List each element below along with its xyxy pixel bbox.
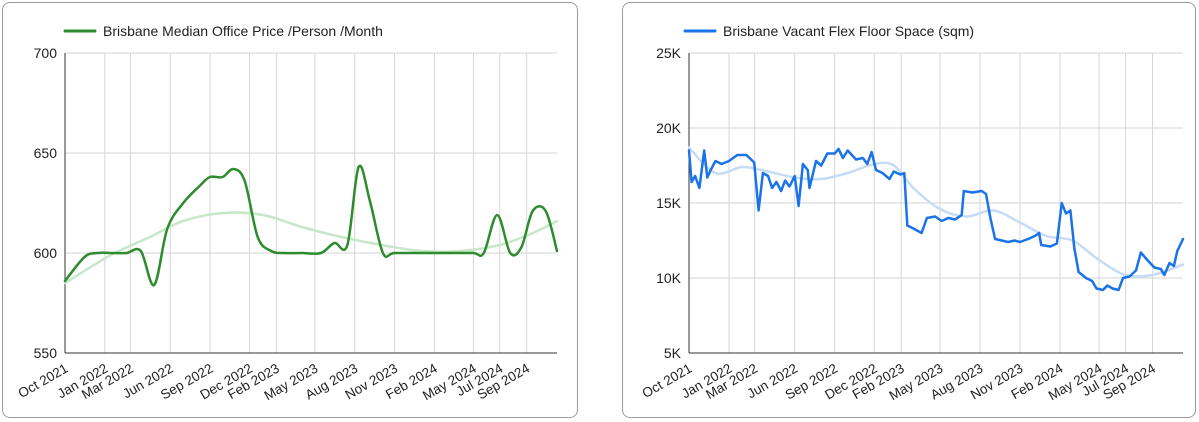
y-tick-label: 700 <box>34 45 58 61</box>
y-tick-label: 550 <box>34 345 58 361</box>
y-tick-label: 25K <box>656 45 682 61</box>
price-series-line <box>63 164 559 287</box>
y-tick-label: 20K <box>656 120 682 136</box>
legend-label: Brisbane Median Office Price /Person /Mo… <box>103 23 383 39</box>
price-chart-card: 700 650 600 550 Oct 2021 Jan 2022 Mar 2022 Jun … <box>2 2 578 418</box>
legend-label: Brisbane Vacant Flex Floor Space (sqm) <box>723 23 974 39</box>
space-series-line <box>687 147 1185 292</box>
y-tick-label: 10K <box>656 270 682 286</box>
space-trend-line <box>687 146 1185 278</box>
y-tick-label: 600 <box>34 245 58 261</box>
price-trend-line <box>63 211 559 285</box>
floor-space-chart-card: 25K 20K 15K 10K 5K Oct 2021 Jan 2022 Mar 2022 Ju… <box>622 2 1196 418</box>
y-tick-label: 650 <box>34 145 58 161</box>
y-tick-label: 5K <box>664 345 682 361</box>
y-tick-label: 15K <box>656 195 682 211</box>
